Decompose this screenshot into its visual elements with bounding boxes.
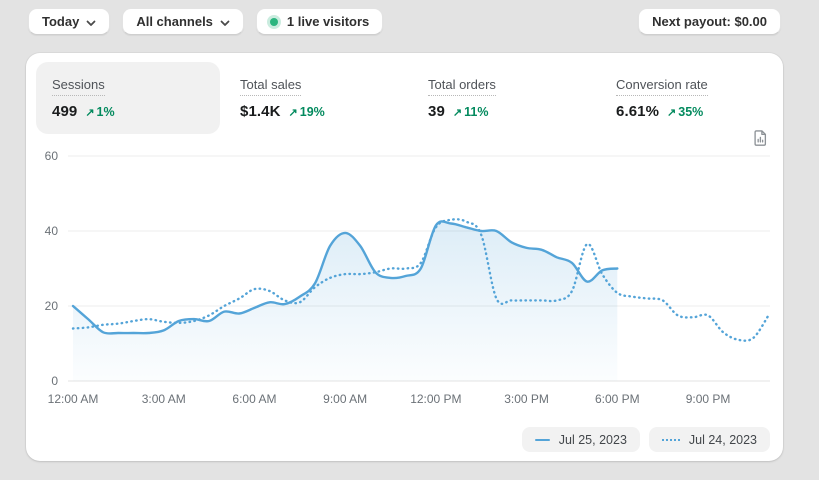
metric-value: $1.4K — [240, 103, 281, 121]
trend-up-icon: ↗ — [667, 107, 677, 120]
x-axis-tick-label: 6:00 AM — [232, 392, 276, 406]
y-axis-tick-label: 40 — [45, 224, 59, 238]
x-axis-tick-label: 9:00 AM — [323, 392, 367, 406]
metric-change: ↗ 11% — [452, 105, 489, 120]
chevron-down-icon — [220, 15, 230, 30]
live-visitors-button[interactable]: 1 live visitors — [255, 8, 384, 35]
date-range-button[interactable]: Today — [28, 8, 111, 35]
chart-legend: Jul 25, 2023 Jul 24, 2023 — [521, 427, 770, 452]
metric-change: ↗ 19% — [288, 105, 325, 120]
y-axis-tick-label: 60 — [45, 149, 59, 163]
legend-item-jul-25[interactable]: Jul 25, 2023 — [521, 427, 640, 452]
metric-change: ↗ 35% — [667, 105, 704, 120]
date-range-label: Today — [42, 14, 80, 29]
metric-value: 39 — [428, 103, 445, 121]
metric-label: Sessions — [52, 77, 105, 97]
chevron-down-icon — [86, 15, 96, 30]
next-payout-button[interactable]: Next payout: $0.00 — [638, 8, 781, 35]
dotted-line-swatch-icon — [661, 438, 680, 441]
view-report-button[interactable] — [750, 127, 771, 152]
series-line-solid — [71, 220, 619, 335]
trend-up-icon: ↗ — [288, 107, 298, 120]
metric-label: Total orders — [428, 77, 496, 97]
x-axis-tick-label: 9:00 PM — [686, 392, 731, 406]
metric-change: ↗ 1% — [85, 105, 115, 120]
x-axis-tick-label: 12:00 PM — [410, 392, 461, 406]
metric-label: Total sales — [240, 77, 302, 97]
channel-filter-button[interactable]: All channels — [122, 8, 244, 35]
solid-line-swatch-icon — [534, 438, 550, 441]
next-payout-label: Next payout: $0.00 — [652, 14, 767, 29]
series-line-dotted — [71, 218, 770, 342]
report-document-icon — [752, 130, 769, 150]
analytics-card: Sessions 499 ↗ 1% Total sales $1.4K ↗ 19% … — [26, 53, 783, 461]
legend-item-jul-24[interactable]: Jul 24, 2023 — [648, 427, 770, 452]
live-status-dot-icon — [269, 17, 278, 26]
x-axis-tick-label: 6:00 PM — [595, 392, 640, 406]
trend-up-icon: ↗ — [85, 107, 95, 120]
legend-label: Jul 24, 2023 — [688, 432, 757, 447]
tab-total-sales[interactable]: Total sales $1.4K ↗ 19% — [224, 62, 412, 134]
y-axis-tick-label: 20 — [45, 299, 59, 313]
metric-tabs: Sessions 499 ↗ 1% Total sales $1.4K ↗ 19% … — [36, 62, 788, 135]
tab-conversion-rate[interactable]: Conversion rate 6.61% ↗ 35% — [600, 62, 788, 134]
x-axis-tick-label: 12:00 AM — [48, 392, 99, 406]
x-axis-tick-label: 3:00 AM — [142, 392, 186, 406]
trend-up-icon: ↗ — [452, 107, 463, 120]
tab-total-orders[interactable]: Total orders 39 ↗ 11% — [412, 62, 600, 134]
legend-label: Jul 25, 2023 — [558, 432, 627, 447]
sessions-line-chart: 0 20 40 60 12:00 AM 3:00 AM 6:00 AM 9:00 AM 12:0… — [45, 149, 770, 406]
x-axis-tick-label: 3:00 PM — [504, 392, 549, 406]
channel-filter-label: All channels — [136, 14, 213, 29]
metric-value: 6.61% — [616, 103, 660, 121]
series-area-fill — [73, 221, 618, 381]
y-axis-tick-label: 0 — [51, 374, 58, 388]
metric-label: Conversion rate — [616, 77, 708, 97]
tab-sessions[interactable]: Sessions 499 ↗ 1% — [36, 62, 220, 135]
metric-value: 499 — [52, 103, 78, 121]
filter-bar: Today All channels 1 live visitors — [28, 8, 384, 35]
live-visitors-label: 1 live visitors — [286, 14, 370, 29]
